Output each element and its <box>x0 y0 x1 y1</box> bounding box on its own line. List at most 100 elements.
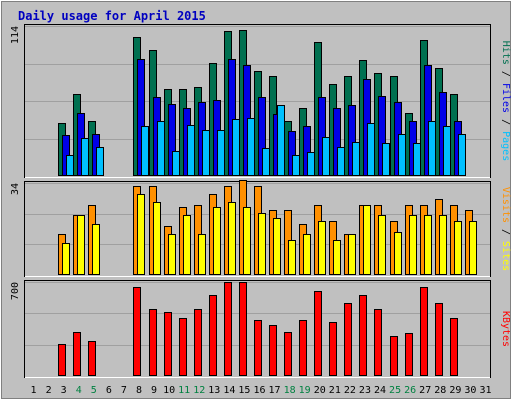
x-tick-label: 16 <box>253 385 265 396</box>
bar-sites-day-18 <box>288 240 296 275</box>
bar-sites-day-3 <box>62 243 70 275</box>
y-max-label: 114 <box>10 26 21 44</box>
bar-pages-day-16 <box>262 148 270 176</box>
bar-pages-day-9 <box>157 121 165 176</box>
bar-sites-day-13 <box>213 207 221 275</box>
x-tick-label: 28 <box>434 385 446 396</box>
x-tick-label: 15 <box>238 385 250 396</box>
bar-pages-day-28 <box>443 126 451 176</box>
x-tick-label: 8 <box>136 385 142 396</box>
bar-kbytes-day-25 <box>390 336 398 376</box>
legend-label: Visits / Sites <box>500 187 511 271</box>
bar-pages-day-12 <box>202 130 210 176</box>
bar-sites-day-26 <box>409 215 417 275</box>
x-tick-label: 3 <box>61 385 67 396</box>
chart-title: Daily usage for April 2015 <box>18 9 206 23</box>
x-tick-label: 25 <box>389 385 401 396</box>
bar-kbytes-day-14 <box>224 282 232 376</box>
legend-label: Hits / Files / Pages <box>500 41 511 161</box>
bar-pages-day-21 <box>337 147 345 176</box>
bar-kbytes-day-22 <box>344 303 352 376</box>
bar-sites-day-24 <box>378 215 386 275</box>
chart-panels: 114 Hits / Files / Pages 34 Visits / Sites 7… <box>10 24 511 378</box>
bar-sites-day-17 <box>273 218 281 275</box>
bar-pages-day-26 <box>413 143 421 176</box>
bar-kbytes-day-12 <box>194 309 202 376</box>
legend-visits: Visits <box>500 187 511 223</box>
legend-separator: / <box>500 65 511 83</box>
bar-kbytes-day-18 <box>284 332 292 376</box>
bar-sites-day-9 <box>153 202 161 275</box>
x-tick-label: 10 <box>163 385 175 396</box>
bar-pages-day-11 <box>187 125 195 176</box>
bar-pages-day-23 <box>367 123 375 176</box>
bar-pages-day-22 <box>352 142 360 176</box>
series-sites <box>62 194 477 275</box>
bar-kbytes-day-21 <box>329 322 337 376</box>
panel-sites-visits: 34 Visits / Sites <box>10 180 511 277</box>
y-max-label: 34 <box>10 183 21 195</box>
bar-kbytes-day-10 <box>164 312 172 376</box>
x-tick-label: 26 <box>404 385 416 396</box>
x-tick-label: 31 <box>479 385 491 396</box>
legend-files: Files <box>500 83 511 113</box>
bar-pages-day-17 <box>277 105 285 176</box>
x-tick-label: 23 <box>359 385 371 396</box>
x-tick-label: 21 <box>329 385 341 396</box>
bar-pages-day-10 <box>172 151 180 176</box>
x-tick-label: 29 <box>449 385 461 396</box>
bar-kbytes-day-5 <box>88 341 96 376</box>
bar-pages-day-4 <box>81 138 89 176</box>
bar-sites-day-14 <box>228 202 236 275</box>
bar-sites-day-8 <box>137 194 145 275</box>
x-tick-label: 2 <box>46 385 52 396</box>
bar-sites-day-5 <box>92 224 100 275</box>
bar-sites-day-11 <box>183 215 191 275</box>
x-tick-label: 18 <box>284 385 296 396</box>
bar-sites-day-22 <box>348 234 356 275</box>
x-tick-label: 20 <box>314 385 326 396</box>
bar-pages-day-14 <box>232 119 240 176</box>
bar-kbytes-day-27 <box>420 287 428 376</box>
bar-kbytes-day-17 <box>269 325 277 376</box>
x-tick-label: 22 <box>344 385 356 396</box>
bar-sites-day-30 <box>469 221 477 275</box>
bar-pages-day-13 <box>217 130 225 176</box>
bar-pages-day-19 <box>307 152 315 176</box>
bar-sites-day-27 <box>424 215 432 275</box>
bar-sites-day-15 <box>243 207 251 275</box>
bar-sites-day-12 <box>198 234 206 275</box>
x-axis-labels: 1 2 3 4 5 6 7 8 9 10 11 12 13 14 15 16 17 18 19 20 21 22 23 24 2… <box>31 385 492 396</box>
bar-sites-day-4 <box>77 215 85 275</box>
x-tick-label: 13 <box>208 385 220 396</box>
bar-kbytes-day-20 <box>314 291 322 376</box>
bar-pages-day-27 <box>428 121 436 176</box>
x-tick-label: 24 <box>374 385 386 396</box>
bar-sites-day-10 <box>168 234 176 275</box>
bar-kbytes-day-9 <box>149 309 157 376</box>
bar-kbytes-day-11 <box>179 318 187 376</box>
bar-pages-day-15 <box>247 118 255 176</box>
legend-pages: Pages <box>500 131 511 161</box>
legend-separator: / <box>500 113 511 131</box>
x-tick-label: 27 <box>419 385 431 396</box>
legend-label: KBytes <box>500 311 511 347</box>
bar-sites-day-28 <box>439 215 447 275</box>
bar-kbytes-day-4 <box>73 332 81 376</box>
x-tick-label: 6 <box>106 385 112 396</box>
panel-pages-files-hits: 114 Hits / Files / Pages <box>10 24 511 178</box>
panel-kbytes: 700 KBytes <box>10 280 511 378</box>
legend-sites: Sites <box>500 241 511 271</box>
bar-kbytes-day-13 <box>209 295 217 376</box>
x-tick-label: 5 <box>91 385 97 396</box>
bar-kbytes-day-8 <box>133 287 141 376</box>
x-tick-label: 9 <box>151 385 157 396</box>
bar-kbytes-day-26 <box>405 333 413 376</box>
x-tick-label: 11 <box>178 385 190 396</box>
bar-kbytes-day-28 <box>435 303 443 376</box>
bar-kbytes-day-24 <box>374 309 382 376</box>
bar-kbytes-day-29 <box>450 318 458 376</box>
bar-pages-day-25 <box>398 134 406 176</box>
x-tick-label: 14 <box>223 385 235 396</box>
x-tick-label: 19 <box>299 385 311 396</box>
